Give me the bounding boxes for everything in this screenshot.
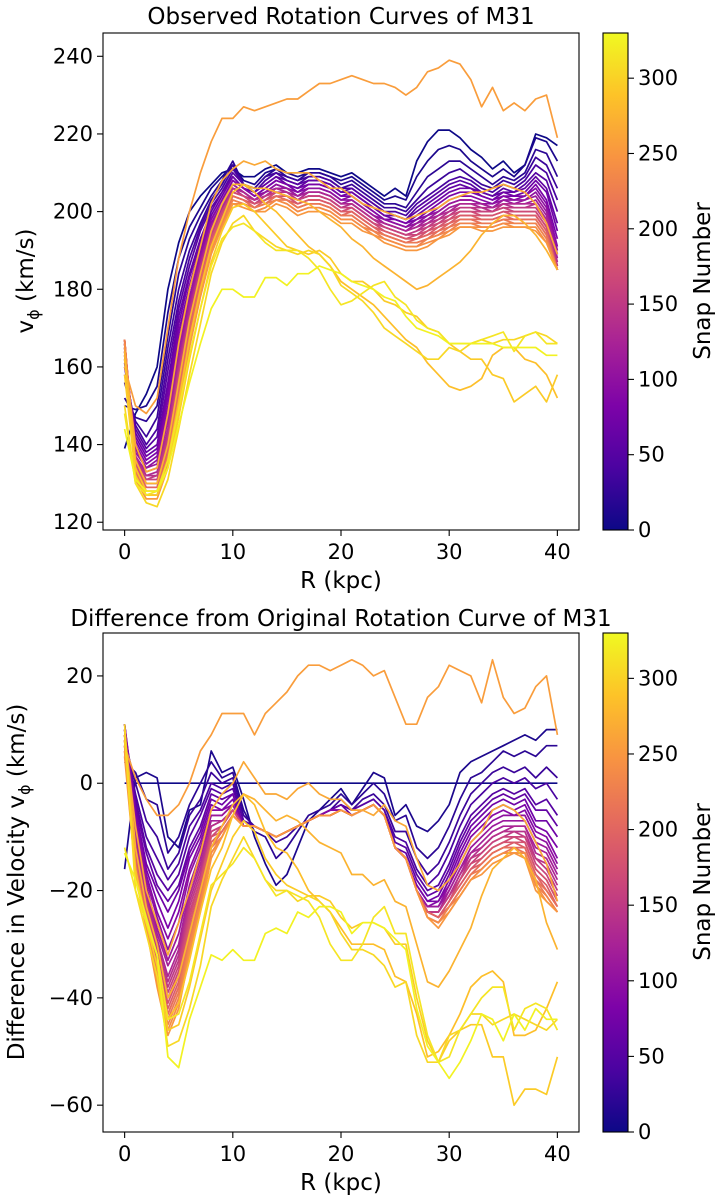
colorbar: 0 50 100 150 200 250 300 Snap Number <box>602 632 716 1144</box>
series-line-snap-315 <box>123 222 558 496</box>
colorbar-tick-label: 300 <box>638 666 678 690</box>
colorbar-label: Snap Number <box>690 803 716 961</box>
y-tick-label: 180 <box>53 277 93 301</box>
y-axis-label: Difference in Velocity vϕ (km/s) <box>4 704 34 1061</box>
colorbar-ticks: 0 50 100 150 200 250 300 <box>628 66 678 542</box>
series-line-snap-60 <box>123 175 559 454</box>
x-tick-label: 0 <box>118 1142 131 1166</box>
series-line-snap-315 <box>123 846 559 1064</box>
x-axis-label: R (kpc) <box>300 568 382 594</box>
difference-panel: Difference from Original Rotation Curve … <box>4 606 716 1196</box>
series-line-snap-0 <box>123 129 558 449</box>
chart-title: Difference from Original Rotation Curve … <box>70 606 611 632</box>
series-line-snap-275 <box>123 183 559 485</box>
x-axis-ticks: 0 10 20 30 40 <box>118 530 571 564</box>
colorbar-tick-label: 100 <box>638 367 678 391</box>
colorbar-tick-label: 150 <box>638 893 678 917</box>
colorbar: 0 50 100 150 200 250 300 Snap Number <box>602 32 716 542</box>
series-line-snap-305 <box>123 214 558 508</box>
colorbar-tick-label: 0 <box>638 518 651 542</box>
x-tick-label: 30 <box>436 1142 463 1166</box>
series-line-snap-265 <box>123 160 559 473</box>
rotation-curves-panel: Observed Rotation Curves of M31 0 10 20 30 4… <box>13 4 716 594</box>
x-tick-label: 10 <box>219 540 246 564</box>
y-tick-label: 140 <box>53 433 93 457</box>
series-line-snap-325 <box>123 265 558 493</box>
colorbar-tick-label: 250 <box>638 742 678 766</box>
series-line-snap-20 <box>124 744 558 860</box>
colorbar-tick-label: 250 <box>638 141 678 165</box>
series-line-snap-10 <box>124 136 559 411</box>
series-line-snap-10 <box>123 728 558 887</box>
series-line-snap-255 <box>123 658 559 817</box>
series-line-snap-255 <box>123 59 559 415</box>
series-line-snap-60 <box>123 729 559 903</box>
series-line-snap-275 <box>123 729 559 999</box>
y-axis-label: vϕ (km/s) <box>13 229 43 334</box>
series-layer <box>123 59 559 508</box>
x-tick-label: 40 <box>544 1142 571 1166</box>
colorbar-tick-label: 150 <box>638 292 678 316</box>
y-axis-ticks: −60 −40 −20 0 20 <box>49 664 103 1117</box>
colorbar-tick-label: 0 <box>638 1120 651 1144</box>
x-tick-label: 30 <box>436 540 463 564</box>
colorbar-tick-label: 50 <box>638 443 665 467</box>
y-tick-label: 240 <box>53 44 93 68</box>
x-axis-ticks: 0 10 20 30 40 <box>118 1132 571 1166</box>
colorbar-tick-label: 300 <box>638 66 678 90</box>
series-layer <box>123 658 559 1107</box>
series-line-snap-285 <box>123 183 559 493</box>
x-axis-label: R (kpc) <box>300 1170 382 1196</box>
series-line-snap-100 <box>123 183 559 469</box>
x-tick-label: 10 <box>219 1142 246 1166</box>
series-line-snap-250 <box>123 202 559 500</box>
y-tick-label: 20 <box>66 664 93 688</box>
colorbar-ticks: 0 50 100 150 200 250 300 <box>628 666 678 1144</box>
y-tick-label: 160 <box>53 355 93 379</box>
series-line-snap-285 <box>123 734 559 1058</box>
series-line-snap-20 <box>123 148 559 423</box>
series-line-snap-325 <box>123 852 558 1080</box>
series-line-snap-210 <box>123 745 559 1015</box>
x-tick-label: 20 <box>328 1142 355 1166</box>
series-line-snap-305 <box>123 724 558 1064</box>
plot-frame <box>102 632 580 1133</box>
colorbar-gradient <box>602 632 629 1133</box>
x-tick-label: 20 <box>328 540 355 564</box>
y-tick-label: 120 <box>53 510 93 534</box>
y-tick-label: 220 <box>53 122 93 146</box>
chart-title: Observed Rotation Curves of M31 <box>147 4 534 30</box>
y-tick-label: −40 <box>49 986 93 1010</box>
series-line-snap-200 <box>123 745 559 1015</box>
y-tick-label: 200 <box>53 200 93 224</box>
colorbar-label: Snap Number <box>690 202 716 360</box>
series-line-snap-295 <box>123 740 559 1107</box>
colorbar-gradient <box>602 32 629 531</box>
y-tick-label: −20 <box>49 879 93 903</box>
x-tick-label: 40 <box>544 540 571 564</box>
colorbar-tick-label: 50 <box>638 1044 665 1068</box>
colorbar-tick-label: 200 <box>638 818 678 842</box>
series-line-snap-265 <box>123 734 559 956</box>
colorbar-tick-label: 100 <box>638 969 678 993</box>
y-tick-label: −60 <box>49 1093 93 1117</box>
x-tick-label: 0 <box>118 540 131 564</box>
colorbar-tick-label: 200 <box>638 217 678 241</box>
y-axis-ticks: 120 140 160 180 200 220 240 <box>53 44 103 534</box>
y-tick-label: 0 <box>80 771 93 795</box>
